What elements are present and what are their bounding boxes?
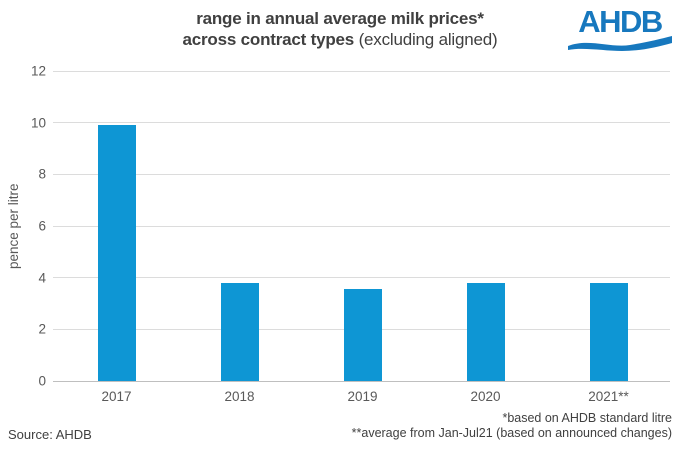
y-tick-label: 12	[30, 63, 46, 79]
bar-chart: pence per litre 0 2 4 6 8 10 12 2017 2018 2019 202…	[6, 64, 670, 404]
x-tick-label: 2018	[224, 389, 255, 404]
source-text: Source: AHDB	[8, 427, 92, 442]
y-tick-label: 10	[30, 115, 46, 131]
x-tick-label: 2019	[347, 389, 378, 404]
y-tick-label: 2	[38, 321, 46, 337]
chart-title: range in annual average milk prices* acr…	[0, 8, 680, 50]
gridline	[53, 122, 670, 124]
gridline	[53, 225, 670, 227]
gridline	[53, 70, 670, 72]
ahdb-logo: AHDB	[568, 6, 672, 51]
x-tick-label: 2020	[470, 389, 501, 404]
y-tick-label: 8	[38, 166, 46, 182]
ahdb-logo-text: AHDB	[578, 4, 663, 39]
ahdb-logo-swoosh-icon	[568, 36, 672, 51]
bar-2021	[589, 282, 628, 381]
gridline-zero	[53, 380, 670, 382]
y-tick-label: 6	[38, 218, 46, 234]
bar-2017	[97, 125, 136, 381]
plot-area: 0 2 4 6 8 10 12 2017 2018 2019 2020 2021**	[31, 64, 670, 404]
bar-2020	[466, 283, 505, 381]
gridline	[53, 277, 670, 279]
y-axis-label: pence per litre	[6, 183, 21, 269]
gridline	[53, 173, 670, 175]
x-tick-label: 2021**	[588, 389, 629, 404]
footnote-standard-litre: *based on AHDB standard litre	[502, 411, 672, 425]
chart-title-line1: range in annual average milk prices*	[196, 9, 484, 28]
footnote-average-period: **average from Jan-Jul21 (based on annou…	[351, 426, 672, 440]
chart-title-line2-bold: across contract types	[182, 30, 355, 49]
chart-title-line2: across contract types (excluding aligned…	[0, 29, 680, 50]
bar-2019	[343, 289, 382, 381]
bar-2018	[220, 282, 259, 381]
y-tick-label: 4	[38, 270, 46, 286]
chart-title-line2-regular: (excluding aligned)	[354, 30, 498, 49]
x-tick-label: 2017	[101, 389, 132, 404]
footnotes: *based on AHDB standard litre **average …	[352, 411, 672, 441]
y-tick-label: 0	[38, 373, 46, 389]
